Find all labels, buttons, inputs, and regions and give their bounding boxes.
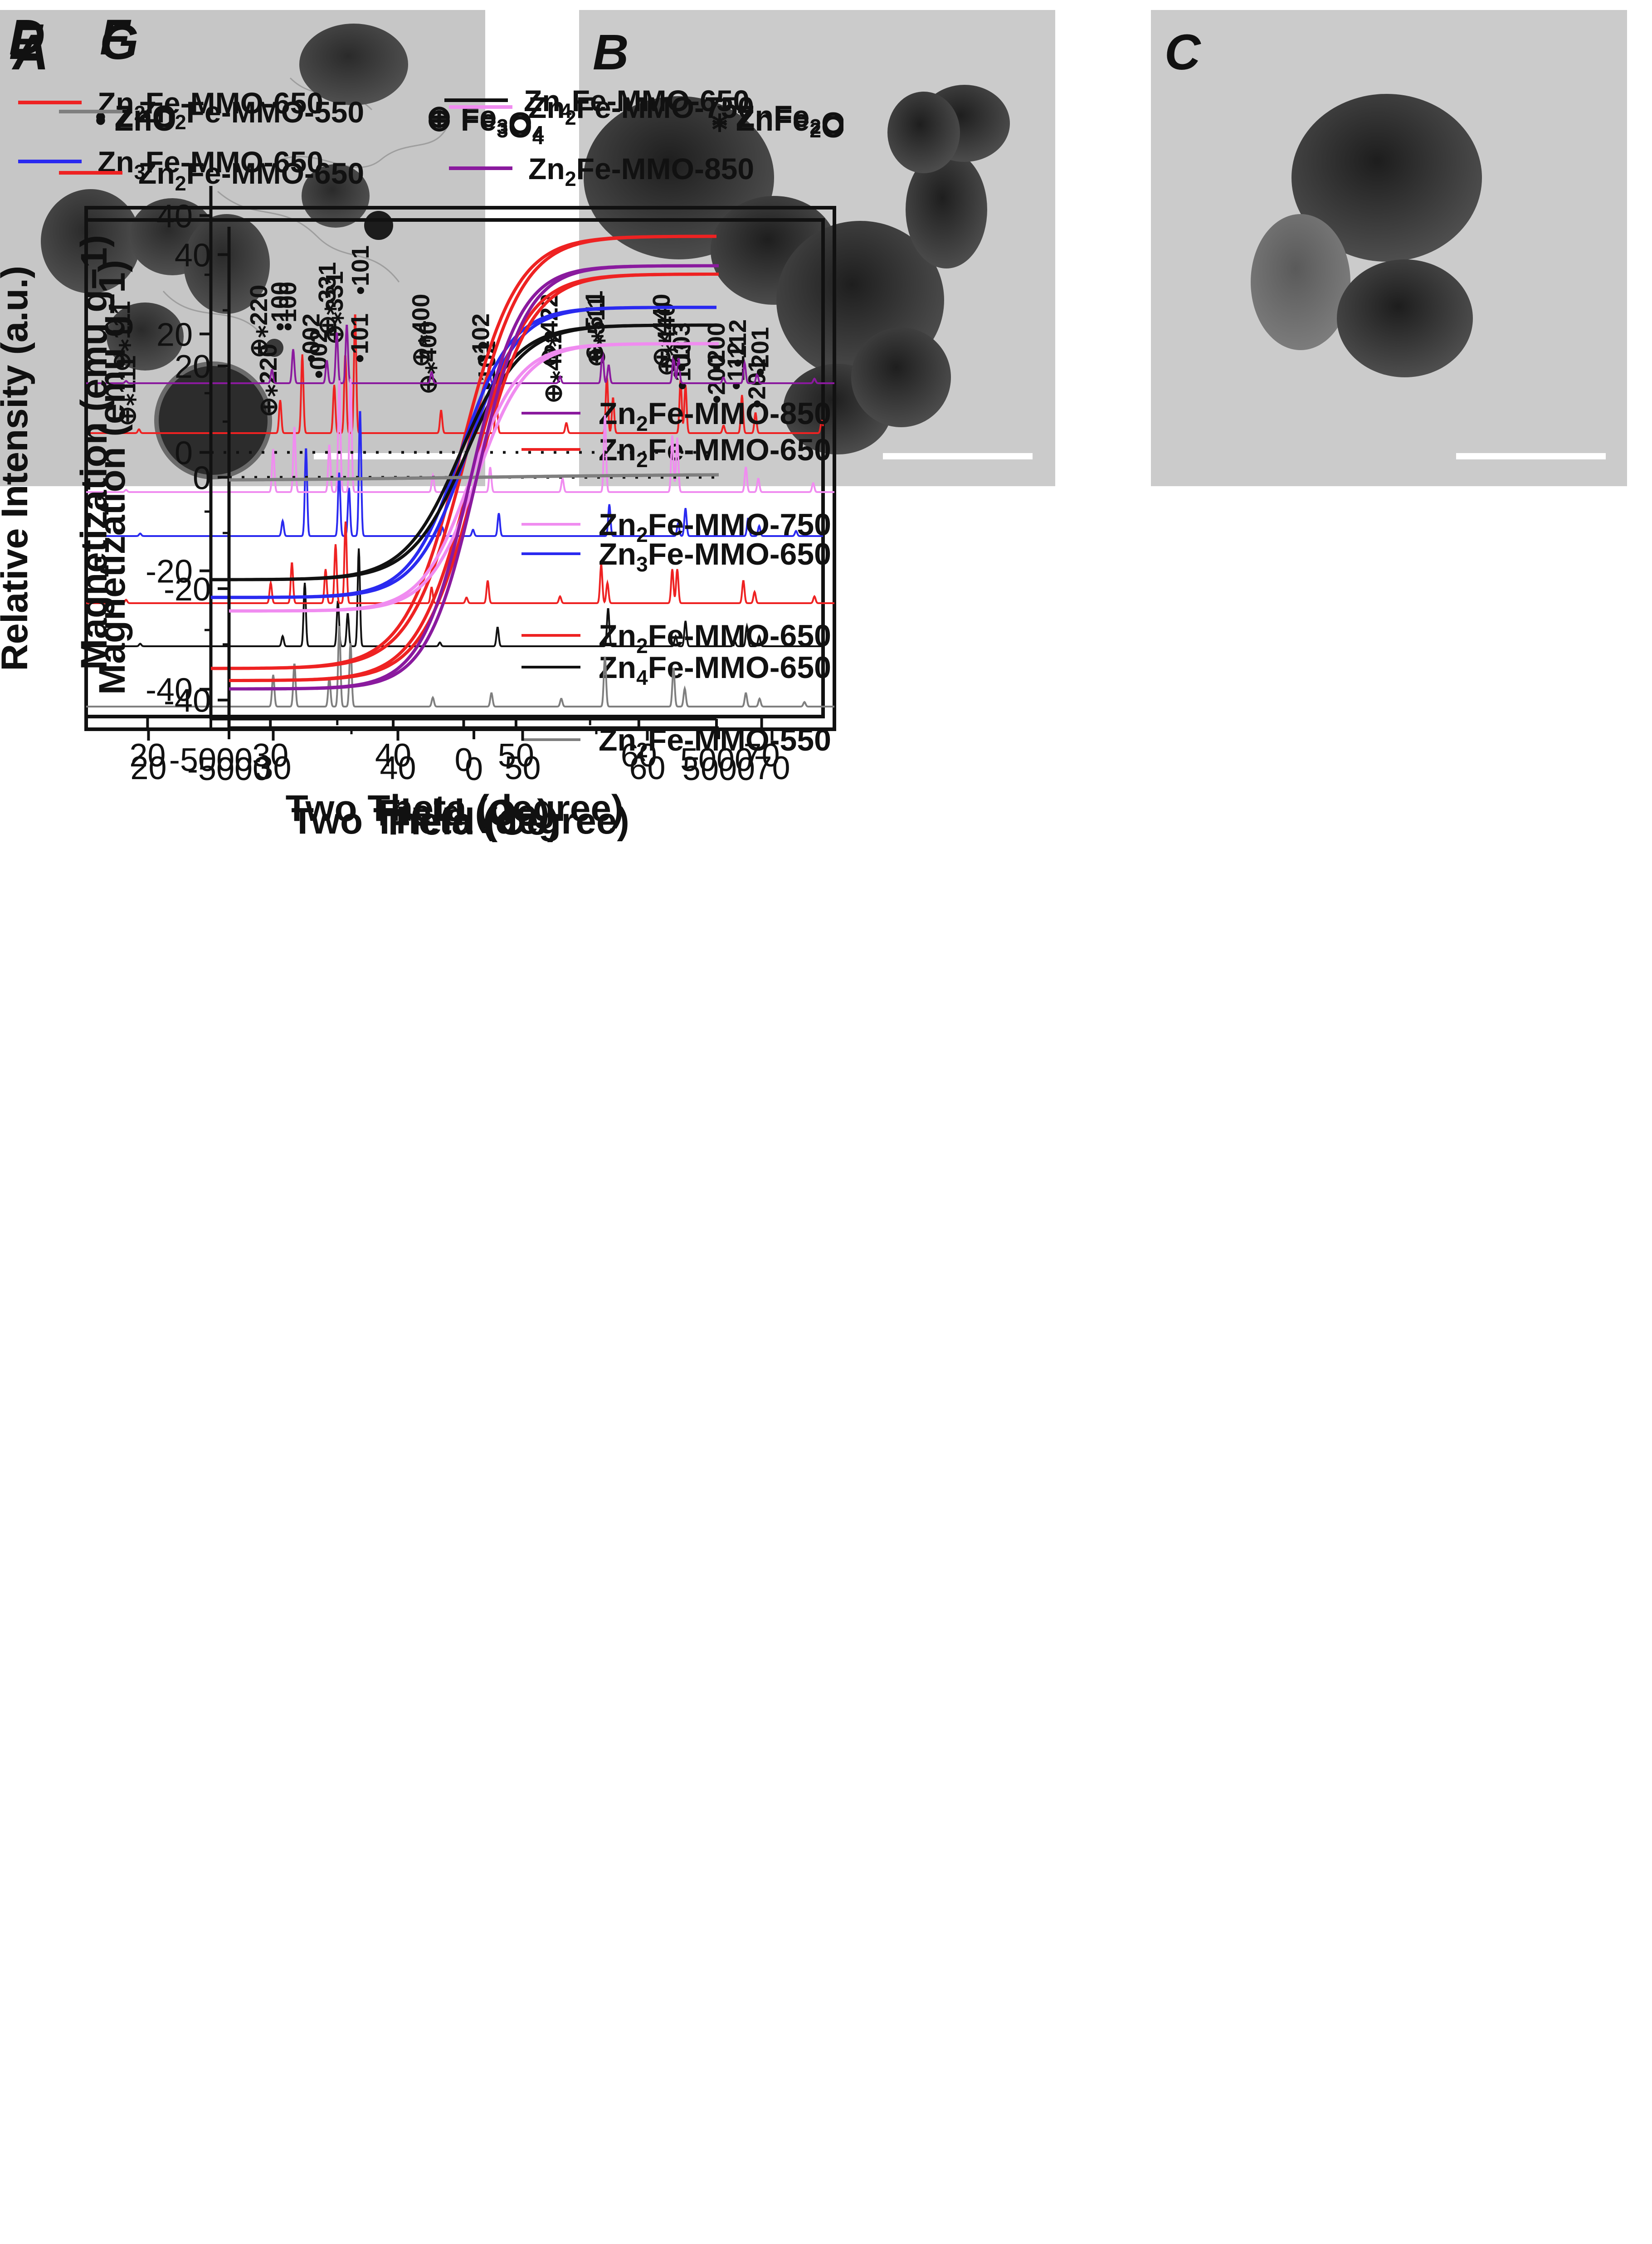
peak-annotation: ⊕⁎331 (321, 271, 348, 345)
peak-annotation: •200 (703, 322, 730, 372)
y-axis-label: Relative Intensity (a.u.) (0, 266, 35, 671)
peak-annotation: •101 (346, 313, 374, 363)
y-axis-label: Relative Intensity (a.u.) (0, 266, 35, 671)
x-tick-label: 30 (252, 737, 288, 774)
x-tick-label: 70 (744, 737, 780, 774)
y-tick-label: -40 (146, 672, 193, 708)
series-legend-label: Zn2Fe-MMO-750 (528, 91, 754, 129)
y-axis-label: Magnetization (emu g−1) (73, 235, 115, 670)
x-tick-label: -5000 (187, 751, 271, 787)
x-tick-label: 5000 (682, 751, 755, 787)
y-tick-label: 20 (156, 317, 193, 353)
phase-legend-zno: • ZnO (95, 103, 176, 137)
x-axis-label: Two Theta (degree) (291, 800, 629, 842)
series-legend-label: Zn2Fe-MMO-550 (138, 95, 364, 134)
series-legend-label: Zn4Fe-MMO-650 (524, 84, 750, 122)
x-tick-label: 30 (255, 750, 291, 786)
peak-annotation: ⊕⁎220 (255, 344, 282, 417)
xrd-series-line (86, 548, 823, 647)
tem-image-b (579, 10, 1055, 486)
x-tick-label: 40 (380, 750, 416, 786)
series-legend-label: Zn2Fe-MMO-850 (528, 152, 754, 190)
x-tick-label: 60 (621, 737, 657, 774)
y-tick-label: 20 (175, 349, 211, 385)
series-legend-label: Zn2Fe-MMO-750 (599, 507, 831, 546)
peak-annotation: ⊕⁎422 (540, 330, 567, 404)
tem-image-a (0, 10, 485, 486)
x-axis-label: Field (Oe) (378, 792, 549, 834)
x-tick-label: -5000 (169, 742, 253, 778)
phase-legend-zno: • ZnO (95, 99, 176, 134)
x-tick-label: 50 (498, 737, 534, 774)
peak-annotation: ⊕⁎331 (314, 262, 341, 336)
series-legend-label: Zn2Fe-MMO-650 (138, 156, 364, 195)
panel-label-g: G (100, 14, 139, 70)
tem-image-c (1151, 10, 1627, 486)
x-tick-label: 70 (754, 750, 790, 786)
peak-annotation: ⊕⁎111 (108, 301, 135, 372)
peak-annotation: •103 (668, 322, 695, 372)
magnetization-curve (229, 473, 719, 482)
y-tick-label: 0 (193, 460, 211, 497)
x-tick-label: 0 (454, 742, 473, 778)
series-legend-label: Zn2Fe-MMO-850 (599, 396, 831, 435)
peak-annotation: •100 (267, 282, 294, 331)
peak-annotation: •102 (467, 313, 494, 363)
xrd-series-line (86, 314, 824, 434)
peak-annotation: •200 (703, 354, 730, 404)
y-tick-label: -40 (164, 683, 211, 719)
scale-bar (883, 453, 1033, 459)
peak-annotation: ⊕⁎220 (245, 285, 273, 358)
phase-legend-znfe2o4: ⁎ ZnFe2O4 (712, 99, 843, 145)
xrd-chart-d: D• ZnO⊕ Fe3O4⁎ ZnFe2O4Zn2Fe-MMO-650Zn3Fe… (0, 10, 843, 829)
series-legend-label: Zn4Fe-MMO-650 (599, 650, 831, 689)
peak-annotation: •201 (746, 327, 774, 376)
x-axis-label: Field (Oe) (388, 801, 560, 843)
x-tick-label: 60 (629, 750, 665, 786)
panel-label-a: A (13, 24, 49, 80)
series-legend-label: Zn2Fe-MMO-650 (97, 86, 323, 125)
y-tick-label: 0 (175, 435, 193, 472)
x-tick-label: 40 (375, 737, 411, 774)
x-tick-label: 20 (130, 750, 166, 786)
panel-label-d: D (9, 10, 45, 65)
y-axis-label: Magnetization (emu g−1) (92, 260, 133, 695)
magnetization-curve (229, 264, 719, 691)
x-tick-label: 50 (504, 750, 541, 786)
phase-legend-znfe2o4: ⁎ ZnFe2O4 (712, 103, 843, 149)
series-legend-label: Zn3Fe-MMO-650 (599, 537, 831, 576)
x-axis-label: Two Theta (degree) (286, 788, 624, 829)
panel-label-c: C (1165, 24, 1201, 80)
phase-legend-fe3o4: ⊕ Fe3O4 (426, 99, 544, 145)
x-tick-label: 20 (129, 737, 166, 774)
series-legend-label: Zn2Fe-MMO-650 (599, 619, 831, 658)
x-tick-label: 5000 (680, 742, 753, 778)
peak-annotation: •100 (274, 282, 302, 331)
phase-legend-fe3o4: ⊕ Fe3O4 (426, 103, 544, 149)
peak-annotation: •101 (347, 245, 374, 295)
x-tick-label: 0 (465, 751, 483, 787)
series-legend-label: Zn3Fe-MMO-650 (97, 145, 323, 184)
scale-bar (314, 453, 463, 459)
y-tick-label: 40 (156, 198, 193, 234)
magnetization-curve (211, 323, 716, 581)
panel-label-e: E (9, 14, 44, 70)
peak-annotation: ⊕⁎111 (113, 356, 141, 426)
peak-annotation: •112 (724, 319, 751, 367)
scale-bar (1456, 453, 1606, 459)
peak-annotation: ⊕⁎400 (407, 294, 434, 367)
y-tick-label: -20 (164, 571, 211, 608)
y-tick-label: -20 (146, 554, 193, 590)
panel-label-f: F (100, 10, 132, 65)
y-tick-label: 40 (175, 237, 211, 273)
peak-annotation: •002 (297, 313, 325, 363)
panel-label-b: B (593, 24, 629, 80)
